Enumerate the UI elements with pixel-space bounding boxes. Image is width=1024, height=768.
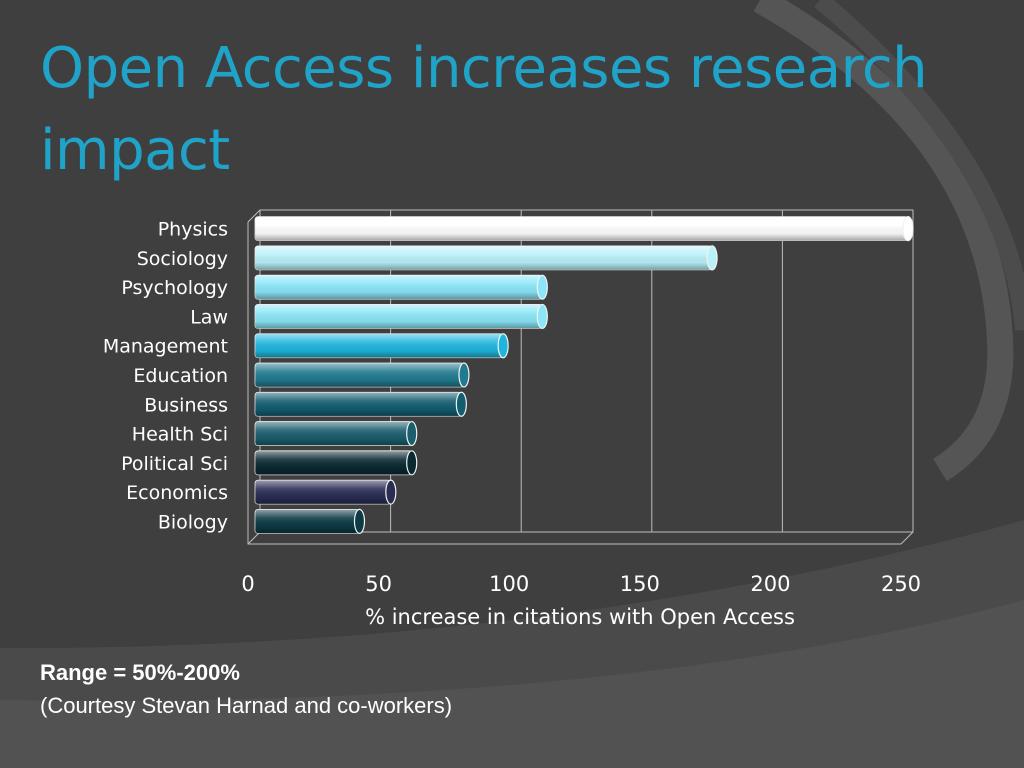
x-tick-labels: 0 50 100 150 200 250 [241, 572, 921, 596]
category-label: Education [133, 365, 228, 387]
x-tick-label: 150 [620, 572, 660, 596]
footnote: Range = 50%-200% (Courtesy Stevan Harnad… [40, 656, 452, 722]
bar-management [254, 333, 509, 359]
bar-economics [254, 479, 397, 505]
category-label: Health Sci [132, 424, 228, 446]
category-labels: Physics Sociology Psychology Law Management E… [103, 219, 228, 534]
credit-note: (Courtesy Stevan Harnad and co-workers) [40, 693, 453, 718]
category-label: Management [103, 336, 228, 358]
x-tick-label: 50 [365, 572, 392, 596]
slide-title: Open Access increases research impact [40, 36, 928, 183]
bar-political-sci [254, 450, 418, 476]
bar-biology [254, 508, 366, 534]
bar-health-sci [254, 420, 418, 447]
category-label: Economics [126, 482, 228, 504]
category-label: Sociology [137, 248, 228, 270]
x-axis-title: % increase in citations with Open Access [365, 605, 795, 629]
bar-education [254, 362, 470, 388]
category-label: Physics [158, 219, 228, 241]
x-tick-label: 200 [750, 572, 790, 596]
bar-psychology [254, 274, 548, 300]
x-tick-label: 250 [881, 572, 921, 596]
x-tick-label: 0 [241, 572, 254, 596]
bar-law [254, 303, 548, 330]
bar-physics [254, 216, 914, 242]
category-label: Law [190, 306, 228, 328]
category-label: Political Sci [121, 453, 228, 475]
bar-business [254, 391, 467, 417]
bar-sociology [254, 245, 718, 271]
range-note: Range = 50%-200% [40, 660, 240, 685]
category-label: Psychology [121, 277, 228, 299]
bar-chart: Physics Sociology Psychology Law Management E… [103, 209, 921, 629]
x-tick-label: 100 [489, 572, 529, 596]
bars [254, 216, 914, 534]
category-label: Business [144, 394, 228, 416]
category-label: Biology [158, 511, 228, 533]
